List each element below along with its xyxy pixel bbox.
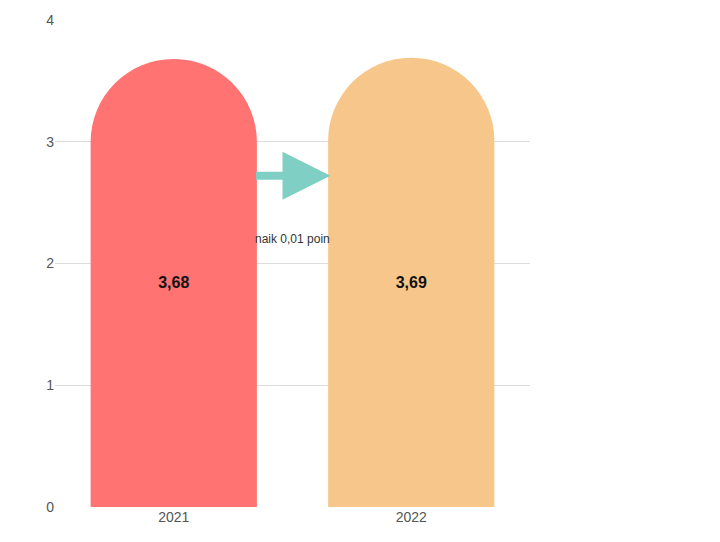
svg-text:2: 2 — [46, 255, 54, 271]
svg-text:2022: 2022 — [396, 509, 427, 525]
svg-text:4: 4 — [46, 12, 54, 28]
svg-text:3: 3 — [46, 134, 54, 150]
svg-text:2021: 2021 — [158, 509, 189, 525]
svg-text:1: 1 — [46, 377, 54, 393]
svg-text:3,68: 3,68 — [158, 274, 189, 291]
svg-text:0: 0 — [46, 499, 54, 515]
svg-text:3,69: 3,69 — [396, 274, 427, 291]
svg-text:naik 0,01 poin: naik 0,01 poin — [255, 232, 330, 246]
